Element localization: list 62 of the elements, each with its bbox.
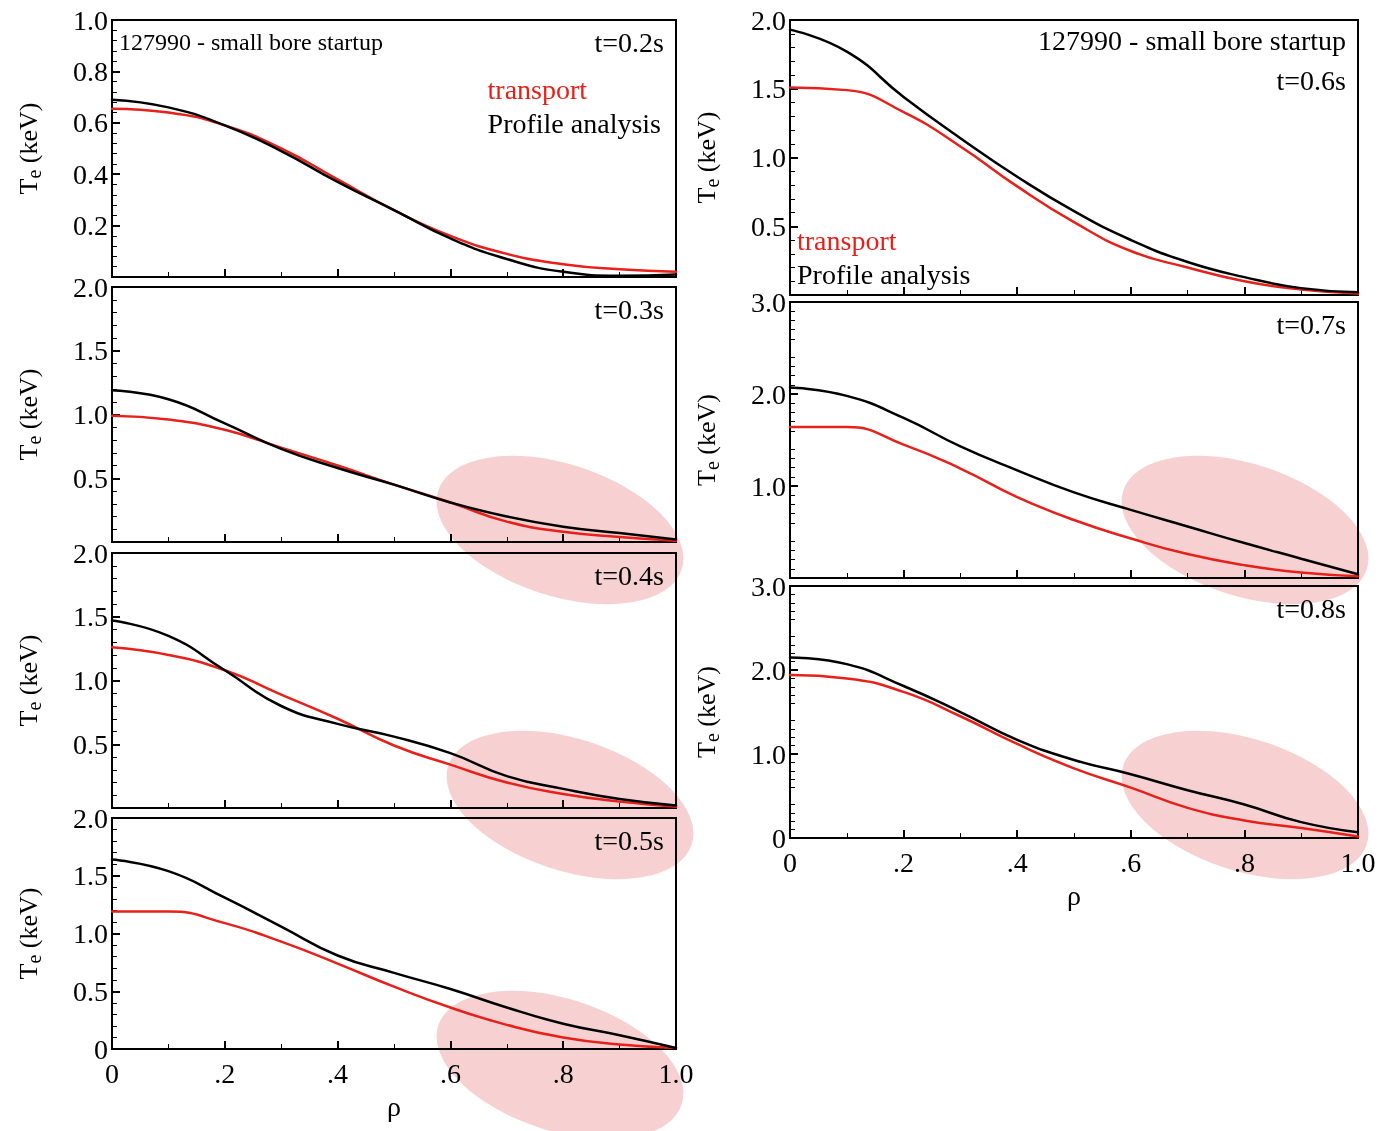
y-tick-label: 2.0 <box>751 654 786 686</box>
y-tick-label: 0.5 <box>73 975 108 1007</box>
x-tick-label: .8 <box>1233 846 1255 878</box>
y-tick-label: 2.0 <box>73 537 108 569</box>
y-tick-label: 0 <box>94 1033 108 1065</box>
y-axis-title: Te (keV) <box>691 666 723 758</box>
y-tick-label: 1.5 <box>751 73 786 105</box>
y-tick-label: 2.0 <box>73 271 108 303</box>
x-tick-label: .4 <box>1006 846 1028 878</box>
text: transport <box>797 224 897 256</box>
y-tick-label: 1.0 <box>73 665 108 696</box>
y-tick-label: 1.5 <box>73 601 108 633</box>
annotation: t=0.8s <box>1276 592 1346 624</box>
x-tick-label: .2 <box>214 1057 236 1089</box>
y-tick-label: 1.0 <box>73 399 108 430</box>
y-tick-label: 0.5 <box>73 462 108 494</box>
x-tick-label: .6 <box>439 1057 461 1089</box>
x-tick-label: .2 <box>893 846 915 878</box>
x-tick-label: .6 <box>1120 846 1142 878</box>
y-axis-title: Te (keV) <box>13 368 45 461</box>
annotation: t=0.5s <box>594 824 664 856</box>
y-tick-label: 0.5 <box>751 210 786 242</box>
y-tick-label: 0 <box>772 822 786 854</box>
y-tick-label: 1.0 <box>73 4 108 36</box>
y-tick-label: 1.0 <box>751 142 786 173</box>
y-axis-title: Te (keV) <box>13 887 45 980</box>
y-tick-label: 1.0 <box>751 738 786 770</box>
y-tick-label: 0.5 <box>73 728 108 760</box>
text: Profile analysis <box>797 258 971 290</box>
x-axis-title: ρ <box>1067 879 1081 911</box>
annotation: t=0.4s <box>594 559 664 591</box>
text: Profile analysis <box>487 107 662 139</box>
y-axis-title: Te (keV) <box>691 111 723 204</box>
line-series <box>788 425 1360 578</box>
y-axis-title: Te (keV) <box>13 102 45 195</box>
y-axis-title: Te (keV) <box>13 634 45 727</box>
x-tick-label: 1.0 <box>1340 846 1376 878</box>
annotation: t=0.3s <box>594 293 664 325</box>
y-tick-label: 0.6 <box>73 107 108 139</box>
y-tick-label: 2.0 <box>751 4 786 36</box>
y-tick-label: 1.0 <box>73 918 108 950</box>
y-tick-label: 3.0 <box>751 570 786 602</box>
text: transport <box>487 73 588 105</box>
y-tick-label: 1.0 <box>751 470 786 502</box>
x-tick-label: .4 <box>327 1057 349 1089</box>
y-tick-label: 3.0 <box>751 286 786 318</box>
y-tick-label: 2.0 <box>73 802 108 834</box>
x-tick-label: .8 <box>552 1057 574 1089</box>
y-tick-label: 0.2 <box>73 210 108 242</box>
y-axis-title: Te (keV) <box>691 394 723 486</box>
y-tick-label: 2.0 <box>751 378 786 410</box>
y-tick-label: 0.4 <box>73 158 108 190</box>
y-tick-label: 1.5 <box>73 335 108 367</box>
annotation: t=0.7s <box>1276 308 1346 340</box>
x-tick-label: 1.0 <box>658 1057 694 1089</box>
annotation: t=0.6s <box>1276 64 1346 96</box>
annotation: 127990 - small bore startup <box>119 29 383 55</box>
x-axis-title: ρ <box>387 1090 401 1122</box>
y-tick-label: 0.8 <box>73 55 108 87</box>
annotation: 127990 - small bore startup <box>1038 24 1347 56</box>
y-tick-label: 1.5 <box>73 860 108 892</box>
annotation: t=0.2s <box>594 26 664 58</box>
